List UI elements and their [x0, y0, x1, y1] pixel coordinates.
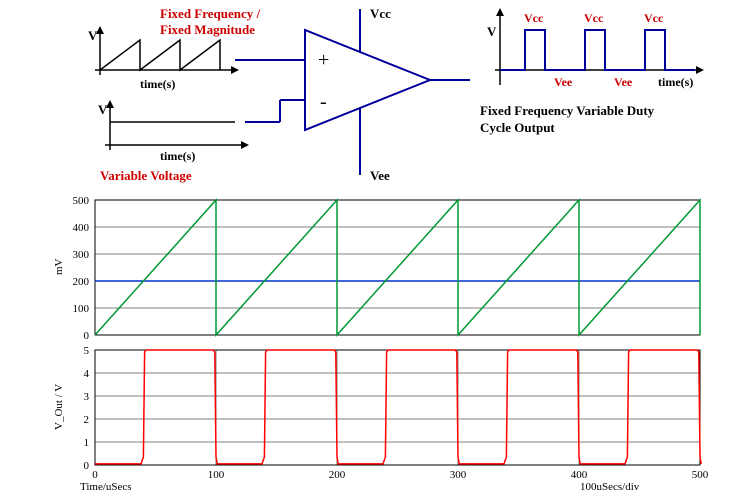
- vcc-lbl-1: Vcc: [584, 11, 604, 25]
- svg-text:400: 400: [73, 222, 90, 234]
- svg-text:400: 400: [571, 469, 588, 481]
- vcc-lbl-2: Vcc: [644, 11, 664, 25]
- mv-ylabel: mV: [53, 258, 65, 275]
- svg-text:0: 0: [84, 330, 90, 342]
- svg-text:2: 2: [84, 414, 90, 426]
- svg-text:300: 300: [450, 469, 467, 481]
- flat-v-label: V: [98, 102, 108, 117]
- svg-text:100: 100: [208, 469, 225, 481]
- sawtooth-title-2: Fixed Magnitude: [160, 22, 255, 37]
- vout-chart: 0 1 2 3 4 5 0 100 200 300 400 500: [84, 345, 709, 481]
- out-time-label: time(s): [658, 75, 693, 89]
- opamp-vcc: Vcc: [370, 6, 391, 21]
- output-mini: V Vcc Vcc Vcc Vee Vee time(s) Fixed Freq…: [480, 8, 704, 135]
- out-v-label: V: [487, 24, 497, 39]
- svg-text:200: 200: [73, 276, 90, 288]
- sawtooth-title-1: Fixed Frequency /: [160, 6, 261, 21]
- sawtooth-time-label: time(s): [140, 77, 175, 91]
- svg-text:3: 3: [84, 391, 90, 403]
- out-caption-1: Fixed Frequency Variable Duty: [480, 103, 655, 118]
- svg-text:1: 1: [84, 437, 90, 449]
- vout-ylabel: V_Out / V: [53, 384, 65, 430]
- flat-time-label: time(s): [160, 149, 195, 163]
- flat-mini: V time(s) Variable Voltage: [98, 100, 249, 183]
- out-caption-2: Cycle Output: [480, 120, 555, 135]
- svg-text:5: 5: [84, 345, 90, 357]
- xlabel-left: Time/uSecs: [80, 481, 132, 493]
- svg-text:4: 4: [84, 368, 90, 380]
- svg-text:0: 0: [92, 469, 98, 481]
- opamp-plus: +: [318, 49, 329, 71]
- xlabel-right: 100uSecs/div: [580, 481, 640, 493]
- svg-text:200: 200: [329, 469, 346, 481]
- svg-text:500: 500: [692, 469, 709, 481]
- opamp-symbol: + - Vcc Vee: [305, 6, 470, 183]
- svg-text:0: 0: [84, 460, 90, 472]
- opamp-vee: Vee: [370, 168, 390, 183]
- output-pulse-wave: [500, 30, 695, 70]
- opamp-minus: -: [320, 91, 327, 113]
- vee-lbl-1: Vee: [614, 75, 633, 89]
- diagram-root: Fixed Frequency / Fixed Magnitude V time…: [0, 0, 750, 500]
- variable-voltage-label: Variable Voltage: [100, 168, 192, 183]
- sawtooth-wave: [100, 40, 220, 70]
- vcc-lbl-0: Vcc: [524, 11, 544, 25]
- svg-text:100: 100: [73, 303, 90, 315]
- svg-text:300: 300: [73, 249, 90, 261]
- sawtooth-v-label: V: [88, 28, 98, 43]
- svg-text:500: 500: [73, 195, 90, 207]
- vee-lbl-0: Vee: [554, 75, 573, 89]
- mv-chart: 0 100 200 300 400 500: [73, 195, 701, 342]
- sawtooth-mini: Fixed Frequency / Fixed Magnitude V time…: [88, 6, 261, 91]
